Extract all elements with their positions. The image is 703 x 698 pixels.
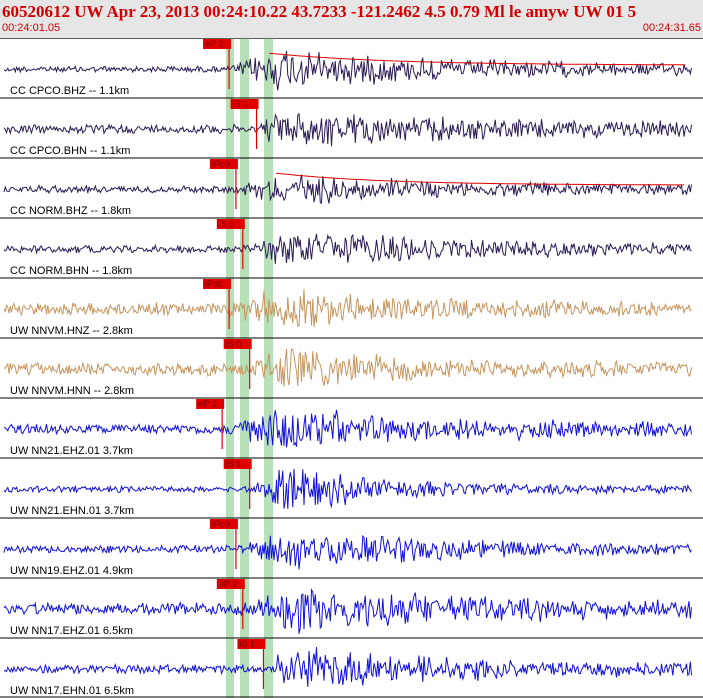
waveform-trace — [3, 468, 692, 509]
window-band-3 — [264, 38, 273, 698]
trace-label: UW NNVM.HNZ -- 2.8km — [10, 325, 133, 337]
amplitude-decay-curve — [269, 52, 686, 66]
trace-label: UW NNVM.HNN -- 2.8km — [10, 385, 134, 397]
phase-pick-label: iPc0 — [212, 519, 230, 529]
phase-pick-flag — [223, 459, 252, 469]
phase-pick-flag — [223, 339, 252, 349]
waveform-trace — [3, 409, 692, 448]
phase-pick-label: iS 1 — [219, 219, 235, 229]
phase-pick-label: iS 1 — [233, 99, 249, 109]
waveform-trace — [3, 50, 692, 91]
trace-label: CC NORM.BHZ -- 1.8km — [10, 205, 131, 217]
trace-label: CC NORM.BHN -- 1.8km — [10, 265, 132, 277]
phase-pick-flag — [237, 639, 266, 649]
phase-pick-label: eP 2 — [205, 39, 223, 49]
phase-pick-label: eP 2 — [198, 399, 216, 409]
trace-label: UW NN17.EHZ.01 6.5km — [10, 625, 133, 637]
phase-pick-flag — [203, 39, 232, 49]
waveform-plot[interactable]: eP 2 CC CPCO.BHZ -- 1.1km iS 1 CC CPCO.BHN … — [0, 38, 703, 698]
phase-pick-label: iS 1 — [239, 639, 255, 649]
waveform-trace — [3, 588, 692, 634]
phase-pick-flag — [196, 399, 225, 409]
trace-label: UW NN21.EHN.01 3.7km — [10, 505, 134, 517]
trace-label: UW NN19.EHZ.01 4.9km — [10, 565, 133, 577]
waveform-trace — [3, 647, 692, 687]
phase-pick-label: iPc0 — [212, 159, 230, 169]
waveform-trace — [3, 347, 692, 387]
phase-pick-label: iS 0 — [226, 339, 242, 349]
waveform-trace — [3, 174, 692, 204]
waveform-trace — [3, 289, 692, 328]
phase-pick-flag — [230, 99, 259, 109]
phase-pick-label: iPc0 — [205, 279, 223, 289]
waveform-trace — [3, 112, 692, 147]
phase-pick-flag — [203, 279, 232, 289]
phase-pick-label: eP 2 — [219, 579, 237, 589]
trace-label: CC CPCO.BHZ -- 1.1km — [10, 85, 129, 97]
phase-pick-label: iS 1 — [226, 459, 242, 469]
event-title: 60520612 UW Apr 23, 2013 00:24:10.22 43.… — [2, 2, 637, 21]
trace-label: UW NN21.EHZ.01 3.7km — [10, 445, 133, 457]
phase-pick-flag — [216, 219, 245, 229]
trace-label: CC CPCO.BHN -- 1.1km — [10, 145, 130, 157]
window-band-2 — [240, 38, 249, 698]
header-bar: 60520612 UW Apr 23, 2013 00:24:10.22 43.… — [0, 0, 703, 39]
phase-pick-flag — [209, 159, 238, 169]
phase-pick-flag — [216, 579, 245, 589]
waveform-trace — [3, 233, 692, 264]
time-end-label: 00:24:31.65 — [642, 22, 701, 34]
amplitude-decay-curve — [276, 172, 685, 186]
trace-label: UW NN17.EHN.01 6.5km — [10, 685, 134, 697]
phase-pick-flag — [209, 519, 238, 529]
time-start-label: 00:24:01.05 — [2, 22, 61, 34]
waveform-trace — [3, 534, 692, 570]
